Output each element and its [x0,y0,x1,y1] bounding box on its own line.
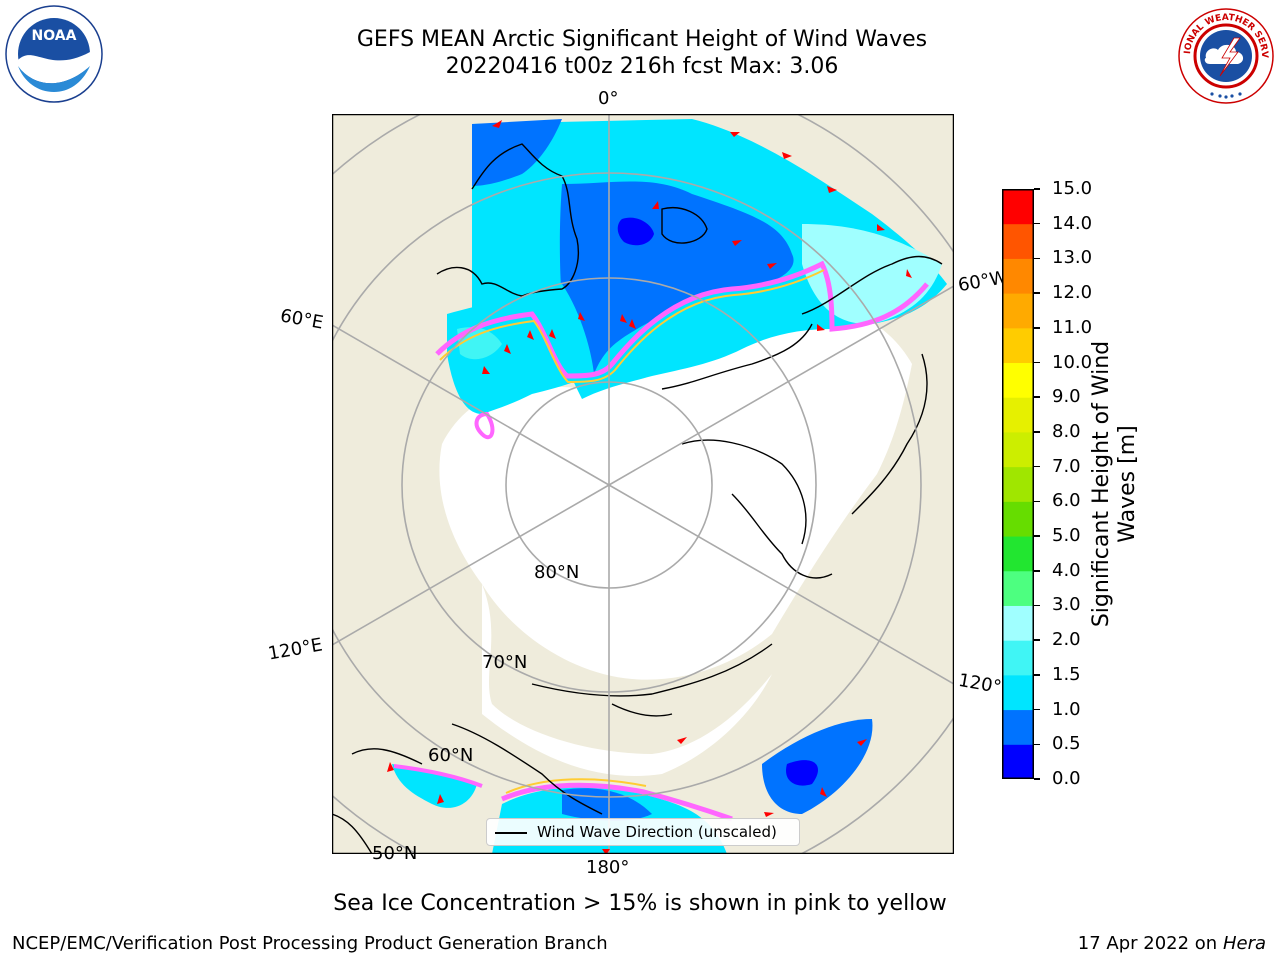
footer-credit: NCEP/EMC/Verification Post Processing Pr… [12,933,608,954]
colorbar-tick-mark [1034,188,1040,190]
polar-map [331,113,955,855]
colorbar-band [1002,258,1034,294]
colorbar-tick-mark [1034,535,1040,537]
colorbar-tick-mark [1034,639,1040,641]
colorbar-tick-mark [1034,778,1040,780]
colorbar-tick-mark [1034,708,1040,711]
nws-logo: NATIONAL WEATHER SERVICE [1172,0,1276,106]
caption: Sea Ice Concentration > 15% is shown in … [333,891,947,916]
colorbar-band [1002,189,1034,225]
colorbar-tick-mark [1034,327,1040,329]
footer-date: 17 Apr 2022 on Hera [1077,933,1266,954]
colorbar-band [1002,397,1034,433]
coastlines [332,143,943,854]
lat-label-60: 60°N [428,745,474,766]
legend-line-swatch [495,832,527,834]
colorbar-tick-label: 0.5 [1052,733,1081,755]
wind-wave-arrows [387,120,912,854]
colorbar-tick-mark [1034,674,1040,676]
noaa-logo: NOAA [4,4,104,104]
colorbar-tick-label: 7.0 [1052,455,1081,477]
colorbar-label: Significant Height of Wind Waves [m] [1089,340,1140,628]
colorbar-band [1002,293,1034,329]
lat-label-70: 70°N [482,652,528,673]
lat-label-50: 50°N [372,843,418,864]
colorbar-tick-label: 4.0 [1052,559,1081,581]
colorbar-tick-label: 8.0 [1052,420,1081,442]
colorbar-tick-mark [1034,222,1040,225]
colorbar-tick-label: 13.0 [1052,247,1093,269]
colorbar-band [1002,570,1034,606]
colorbar-tick-mark [1034,500,1040,503]
colorbar-tick-mark [1034,604,1040,607]
colorbar-tick-label: 12.0 [1052,282,1093,304]
lon-label-60e: 60°E [278,305,325,334]
chart-subtitle: 20220416 t00z 216h fcst Max: 3.06 [445,54,839,79]
colorbar-tick-label: 1.5 [1052,663,1081,685]
svg-text:NOAA: NOAA [32,28,77,44]
colorbar-tick-mark [1034,257,1040,260]
colorbar-band [1002,327,1034,364]
colorbar-tick-mark [1034,396,1040,398]
lon-label-0: 0° [598,88,619,109]
colorbar-tick-mark [1034,465,1040,468]
colorbar [1002,189,1034,780]
map-legend: Wind Wave Direction (unscaled) [486,818,800,846]
colorbar-tick-mark [1034,361,1040,364]
colorbar-band [1002,536,1034,572]
colorbar-band [1002,466,1034,502]
colorbar-tick-label: 1.0 [1052,698,1081,720]
sea-ice-edge [435,260,929,379]
colorbar-tick-label: 15.0 [1052,178,1093,199]
colorbar-band [1002,674,1034,711]
colorbar-tick-label: 10.0 [1052,351,1093,373]
chart-title: GEFS MEAN Arctic Significant Height of W… [356,27,928,52]
legend-label: Wind Wave Direction (unscaled) [537,823,777,841]
colorbar-band [1002,223,1034,259]
colorbar-band [1002,362,1034,398]
colorbar-tick-label: 9.0 [1052,386,1081,408]
colorbar-band [1002,709,1034,745]
lon-label-180: 180° [586,857,630,878]
colorbar-band [1002,744,1034,780]
colorbar-tick-mark [1034,570,1040,572]
colorbar-tick-label: 14.0 [1052,212,1093,234]
colorbar-band [1002,431,1034,468]
colorbar-band [1002,605,1034,641]
colorbar-tick-mark [1034,431,1040,433]
colorbar-tick-label: 0.0 [1052,768,1081,789]
colorbar-tick-label: 11.0 [1052,316,1093,338]
lon-label-120e: 120°E [266,634,325,665]
lat-label-80: 80°N [534,562,580,583]
colorbar-tick-label: 6.0 [1052,490,1081,512]
colorbar-tick-label: 3.0 [1052,594,1081,616]
colorbar-tick-label: 2.0 [1052,629,1081,651]
graticule [332,114,954,854]
colorbar-tick-label: 5.0 [1052,525,1081,547]
colorbar-band [1002,640,1034,676]
colorbar-band [1002,501,1034,537]
colorbar-tick-mark [1034,292,1040,294]
arctic-ocean [439,310,912,680]
colorbar-tick-mark [1034,743,1040,746]
